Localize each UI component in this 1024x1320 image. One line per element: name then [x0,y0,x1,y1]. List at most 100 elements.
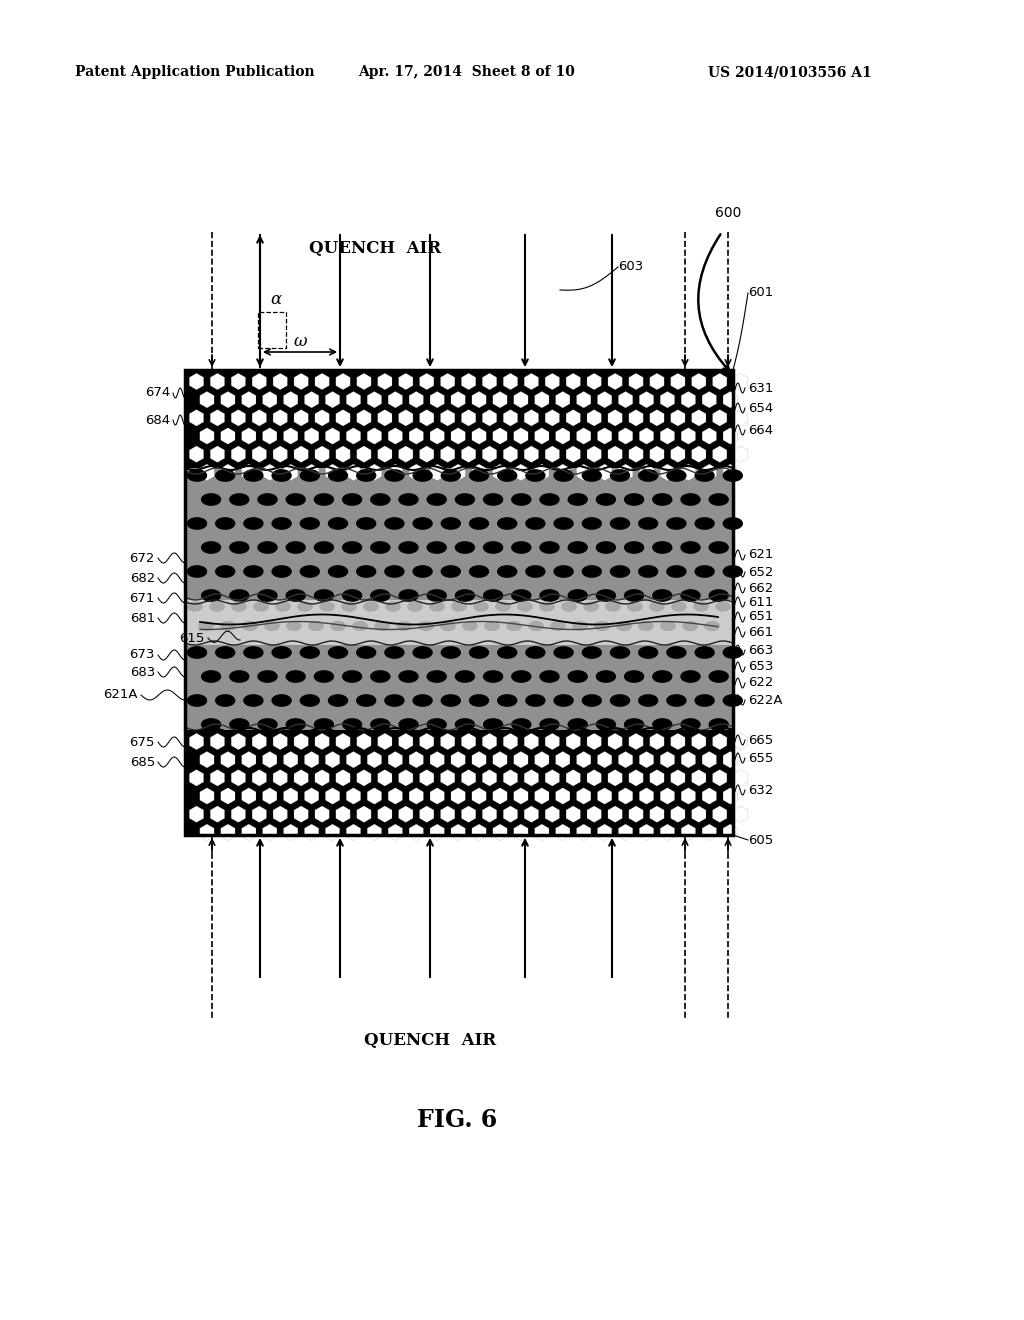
Polygon shape [284,751,298,768]
Ellipse shape [313,494,334,506]
Ellipse shape [229,589,250,602]
Ellipse shape [680,494,700,506]
Text: 671: 671 [130,591,155,605]
Polygon shape [733,409,748,426]
Ellipse shape [313,589,334,602]
Polygon shape [723,751,737,768]
Ellipse shape [596,589,616,602]
Ellipse shape [375,622,389,631]
Ellipse shape [540,494,560,506]
Text: 601: 601 [748,286,773,300]
Polygon shape [252,807,266,822]
Ellipse shape [572,622,588,631]
Ellipse shape [356,565,377,578]
Text: 632: 632 [748,784,773,796]
Polygon shape [189,409,204,426]
Polygon shape [503,446,517,462]
Ellipse shape [398,589,419,602]
Polygon shape [660,788,675,804]
Polygon shape [326,392,340,408]
Ellipse shape [525,469,546,482]
Ellipse shape [624,541,644,554]
Polygon shape [378,733,392,750]
Polygon shape [451,824,465,841]
Polygon shape [691,733,706,750]
Polygon shape [368,788,382,804]
Polygon shape [577,465,591,480]
Polygon shape [284,788,298,804]
Polygon shape [493,392,507,408]
Polygon shape [304,465,318,480]
Text: 682: 682 [130,572,155,585]
Polygon shape [629,733,643,750]
Polygon shape [294,733,308,750]
Ellipse shape [567,494,588,506]
Polygon shape [587,733,601,750]
Ellipse shape [628,602,642,611]
Ellipse shape [553,645,573,659]
Ellipse shape [440,517,461,529]
Ellipse shape [271,565,292,578]
Bar [185,370,733,469]
Ellipse shape [440,694,461,708]
Polygon shape [723,428,737,445]
Polygon shape [493,465,507,480]
Polygon shape [608,446,623,462]
Ellipse shape [331,622,345,631]
Ellipse shape [652,541,673,554]
Text: QUENCH  AIR: QUENCH AIR [364,1031,496,1048]
Polygon shape [472,751,486,768]
Polygon shape [252,446,266,462]
Ellipse shape [229,541,250,554]
Ellipse shape [511,541,531,554]
Polygon shape [231,374,246,389]
Polygon shape [514,428,528,445]
Polygon shape [660,465,675,480]
Polygon shape [733,770,748,787]
Polygon shape [440,374,455,389]
Polygon shape [671,409,685,426]
Ellipse shape [709,494,729,506]
Ellipse shape [427,671,446,682]
Polygon shape [273,374,288,389]
Ellipse shape [649,602,665,611]
Polygon shape [378,770,392,787]
Ellipse shape [419,622,433,631]
Ellipse shape [384,517,404,529]
Polygon shape [556,392,570,408]
Polygon shape [545,733,559,750]
Ellipse shape [370,494,390,506]
Polygon shape [566,770,581,787]
Ellipse shape [201,671,221,682]
Ellipse shape [328,645,348,659]
Ellipse shape [484,622,500,631]
Polygon shape [650,409,665,426]
Ellipse shape [440,565,461,578]
Polygon shape [440,409,455,426]
Ellipse shape [483,541,504,554]
Polygon shape [315,807,330,822]
Polygon shape [221,392,236,408]
Ellipse shape [319,602,335,611]
Ellipse shape [483,671,504,682]
Ellipse shape [497,645,517,659]
Ellipse shape [275,602,291,611]
Polygon shape [629,770,643,787]
Polygon shape [723,465,737,480]
Polygon shape [629,807,643,822]
Ellipse shape [582,565,602,578]
Ellipse shape [455,589,475,602]
Polygon shape [514,392,528,408]
Polygon shape [472,788,486,804]
Ellipse shape [596,718,616,731]
Ellipse shape [551,622,565,631]
Ellipse shape [469,469,489,482]
Polygon shape [273,807,288,822]
Polygon shape [388,824,402,841]
Ellipse shape [667,645,687,659]
Polygon shape [650,374,665,389]
Polygon shape [597,788,611,804]
Ellipse shape [257,671,278,682]
Polygon shape [189,770,204,787]
Polygon shape [482,733,497,750]
